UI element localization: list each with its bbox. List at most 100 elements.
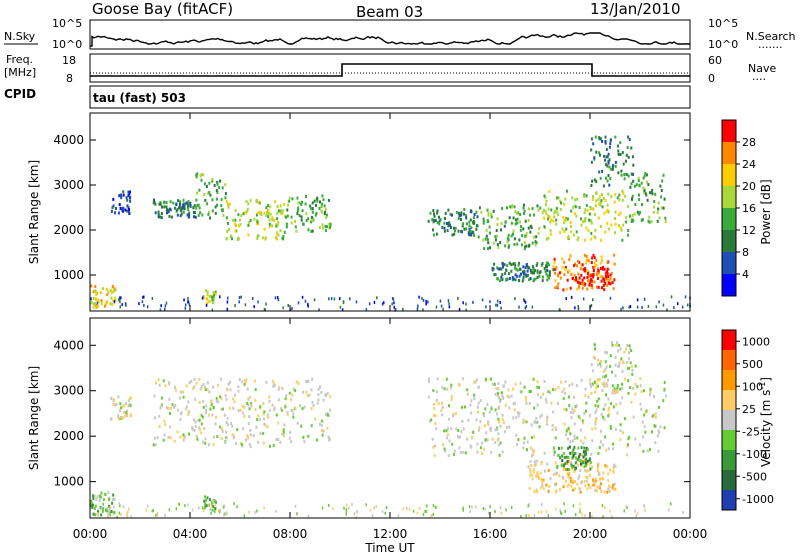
scatter-cell bbox=[604, 281, 607, 285]
scatter-cell bbox=[584, 267, 587, 271]
scatter-cell bbox=[460, 405, 463, 409]
scatter-cell bbox=[613, 278, 616, 282]
scatter-cell bbox=[92, 302, 95, 306]
scatter-cell bbox=[215, 197, 218, 201]
ground-scatter-cell bbox=[118, 511, 121, 515]
scatter-cell bbox=[265, 380, 268, 384]
scatter-cell bbox=[223, 413, 226, 417]
scatter-cell bbox=[573, 409, 576, 413]
scatter-cell bbox=[302, 390, 305, 394]
colorbar-tick-label: 8 bbox=[742, 246, 749, 259]
ground-scatter-cell bbox=[145, 508, 148, 512]
scatter-cell bbox=[573, 204, 576, 208]
scatter-cell bbox=[271, 224, 274, 228]
scatter-cell bbox=[599, 482, 602, 486]
scatter-cell bbox=[535, 241, 538, 245]
scatter-cell bbox=[214, 500, 217, 504]
scatter-cell bbox=[187, 204, 189, 208]
scatter-cell bbox=[296, 196, 299, 200]
scatter-cell bbox=[158, 425, 161, 429]
scatter-cell bbox=[94, 290, 97, 293]
freq-label: Freq. bbox=[6, 53, 33, 66]
scatter-cell bbox=[277, 437, 280, 441]
ground-scatter-cell bbox=[265, 302, 267, 306]
scatter-cell bbox=[640, 390, 643, 393]
scatter-cell bbox=[563, 456, 566, 460]
scatter-cell bbox=[555, 218, 558, 222]
scatter-cell bbox=[599, 153, 601, 157]
scatter-cell bbox=[182, 395, 185, 399]
ground-scatter-cell bbox=[341, 308, 344, 312]
ground-scatter-cell bbox=[577, 307, 580, 311]
scatter-cell bbox=[583, 446, 586, 450]
scatter-cell bbox=[576, 482, 579, 486]
scatter-cell bbox=[516, 268, 519, 272]
ground-scatter-cell bbox=[670, 295, 673, 299]
ground-scatter-cell bbox=[392, 297, 395, 301]
scatter-cell bbox=[291, 393, 294, 397]
scatter-cell bbox=[325, 215, 328, 219]
ground-scatter-cell bbox=[122, 505, 125, 509]
ground-scatter-cell bbox=[500, 306, 502, 310]
scatter-cell bbox=[638, 184, 641, 188]
noise-line bbox=[90, 32, 690, 47]
scatter-cell bbox=[620, 228, 623, 232]
scatter-cell bbox=[159, 215, 162, 219]
scatter-cell bbox=[455, 427, 458, 431]
scatter-cell bbox=[589, 486, 592, 489]
scatter-cell bbox=[567, 455, 570, 459]
scatter-cell bbox=[327, 198, 330, 202]
scatter-cell bbox=[570, 416, 573, 420]
scatter-cell bbox=[305, 390, 308, 394]
scatter-cell bbox=[630, 349, 633, 353]
colorbar-tick-label: 28 bbox=[742, 136, 756, 149]
scatter-cell bbox=[528, 207, 530, 211]
scatter-cell bbox=[582, 461, 585, 465]
scatter-cell bbox=[443, 447, 446, 451]
scatter-cell bbox=[449, 226, 452, 229]
scatter-cell bbox=[308, 393, 311, 397]
scatter-cell bbox=[100, 491, 103, 495]
scatter-cell bbox=[614, 356, 617, 359]
scatter-cell bbox=[631, 214, 634, 217]
ground-scatter-cell bbox=[353, 512, 356, 516]
scatter-cell bbox=[264, 236, 267, 240]
scatter-cell bbox=[442, 443, 444, 447]
scatter-cell bbox=[572, 464, 575, 468]
scatter-cell bbox=[489, 231, 491, 235]
scatter-cell bbox=[527, 465, 530, 469]
scatter-cell bbox=[657, 201, 660, 205]
scatter-cell bbox=[508, 406, 511, 410]
ground-scatter-cell bbox=[198, 506, 200, 510]
ground-scatter-cell bbox=[141, 300, 144, 304]
ground-scatter-cell bbox=[375, 505, 377, 509]
scatter-cell bbox=[573, 273, 576, 277]
scatter-cell bbox=[206, 290, 209, 294]
scatter-cell bbox=[183, 435, 186, 439]
scatter-cell bbox=[590, 278, 593, 281]
scatter-cell bbox=[320, 423, 323, 427]
ground-scatter-cell bbox=[201, 506, 204, 510]
scatter-cell bbox=[180, 212, 183, 216]
scatter-cell bbox=[540, 462, 543, 466]
scatter-cell bbox=[620, 357, 623, 361]
scatter-cell bbox=[290, 215, 293, 219]
scatter-cell bbox=[100, 513, 103, 517]
scatter-cell bbox=[606, 490, 609, 494]
scatter-cell bbox=[584, 219, 586, 223]
scatter-cell bbox=[539, 206, 542, 210]
scatter-cell bbox=[619, 211, 622, 215]
scatter-cell bbox=[606, 208, 609, 212]
scatter-cell bbox=[561, 390, 564, 394]
scatter-cell bbox=[497, 245, 500, 249]
scatter-cell bbox=[530, 226, 533, 230]
scatter-cell bbox=[594, 404, 597, 408]
scatter-cell bbox=[286, 411, 289, 415]
scatter-cell bbox=[543, 194, 546, 198]
scatter-cell bbox=[521, 234, 524, 238]
scatter-cell bbox=[631, 194, 634, 198]
scatter-cell bbox=[594, 236, 597, 240]
scatter-cell bbox=[584, 387, 587, 391]
scatter-cell bbox=[522, 206, 525, 210]
